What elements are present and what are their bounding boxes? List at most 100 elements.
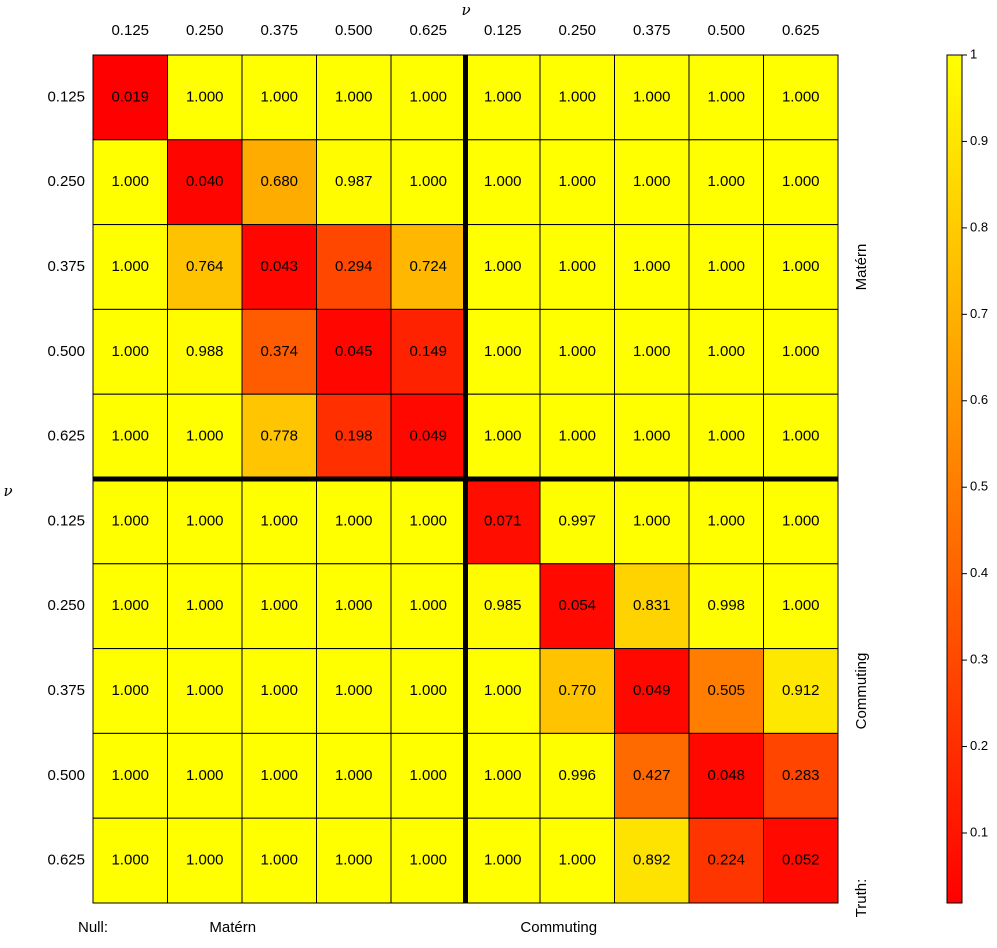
x-tick-label: 0.375 (633, 22, 671, 39)
colorbar-tick-label: 0.9 (970, 133, 988, 148)
heat-cell (465, 393, 541, 480)
heat-cell (688, 308, 764, 395)
heat-cell (614, 732, 690, 819)
x-tick-label: 0.125 (111, 22, 149, 39)
y-tick-label: 0.375 (47, 682, 85, 699)
heat-cell (688, 817, 764, 904)
cell-label: 1.000 (111, 852, 149, 869)
cell-label: 1.000 (260, 512, 298, 529)
heat-cell (465, 308, 541, 395)
heat-cell (614, 817, 690, 904)
colorbar-tick-label: 0.8 (970, 219, 988, 234)
col-group-name: Commuting (520, 919, 597, 936)
colorbar-tick-label: 0.2 (970, 738, 988, 753)
y-tick-label: 0.375 (47, 258, 85, 275)
heat-cell (167, 732, 243, 819)
cell-label: 1.000 (111, 343, 149, 360)
cell-label: 1.000 (260, 597, 298, 614)
col-group-label: Null: (78, 919, 108, 936)
cell-label: 0.988 (186, 343, 224, 360)
cell-label: 1.000 (186, 512, 224, 529)
heat-cell (763, 563, 839, 650)
cell-label: 0.892 (633, 852, 671, 869)
cell-label: 0.040 (186, 173, 224, 190)
cell-label: 1.000 (707, 512, 745, 529)
cell-label: 1.000 (260, 767, 298, 784)
heat-cell (316, 817, 392, 904)
cell-label: 1.000 (707, 173, 745, 190)
heat-cell (763, 817, 839, 904)
heat-cell (539, 393, 615, 480)
cell-label: 1.000 (335, 767, 373, 784)
heat-cell (465, 817, 541, 904)
cell-label: 1.000 (707, 343, 745, 360)
cell-label: 0.071 (484, 512, 522, 529)
cell-label: 1.000 (484, 343, 522, 360)
colorbar-tick-label: 0.3 (970, 652, 988, 667)
cell-label: 1.000 (484, 852, 522, 869)
x-tick-label: 0.250 (558, 22, 596, 39)
cell-label: 1.000 (633, 88, 671, 105)
heat-cell (167, 54, 243, 141)
cell-label: 1.000 (111, 767, 149, 784)
x-tick-label: 0.500 (707, 22, 745, 39)
cell-label: 1.000 (558, 343, 596, 360)
heat-cell (92, 54, 168, 141)
y-tick-label: 0.250 (47, 597, 85, 614)
cell-label: 0.049 (633, 682, 671, 699)
heat-cell (688, 224, 764, 310)
cell-label: 0.052 (782, 852, 820, 869)
cell-label: 1.000 (484, 258, 522, 275)
cell-label: 0.045 (335, 343, 373, 360)
colorbar-tick-label: 0.1 (970, 824, 988, 839)
cell-label: 1.000 (111, 173, 149, 190)
heat-cell (465, 54, 541, 141)
y-tick-label: 0.500 (47, 343, 85, 360)
heat-cell (390, 648, 466, 734)
cell-label: 0.198 (335, 428, 373, 445)
cell-label: 0.770 (558, 682, 596, 699)
heat-cell (316, 478, 392, 565)
cell-label: 1.000 (707, 428, 745, 445)
x-tick-label: 0.625 (782, 22, 820, 39)
cell-label: 1.000 (409, 767, 447, 784)
cell-label: 1.000 (111, 682, 149, 699)
cell-label: 0.912 (782, 682, 820, 699)
y-tick-label: 0.125 (47, 512, 85, 529)
colorbar-tick-label: 0.5 (970, 479, 988, 494)
heat-cell (763, 393, 839, 480)
heat-cell (688, 478, 764, 565)
cell-label: 1.000 (707, 88, 745, 105)
heat-cell (241, 393, 317, 480)
heat-cell (92, 563, 168, 650)
heat-cell (316, 648, 392, 734)
heat-cell (241, 224, 317, 310)
cell-label: 0.054 (558, 597, 596, 614)
heat-cell (390, 308, 466, 395)
cell-label: 1.000 (633, 428, 671, 445)
cell-label: 1.000 (260, 88, 298, 105)
heat-cell (688, 139, 764, 226)
cell-label: 1.000 (409, 682, 447, 699)
cell-label: 1.000 (409, 88, 447, 105)
heat-cell (763, 308, 839, 395)
heat-cell (167, 648, 243, 734)
cell-label: 1.000 (409, 852, 447, 869)
cell-label: 1.000 (484, 428, 522, 445)
heat-cell (92, 224, 168, 310)
cell-label: 1.000 (186, 852, 224, 869)
heat-cell (614, 54, 690, 141)
cell-label: 0.048 (707, 767, 745, 784)
cell-label: 1.000 (558, 88, 596, 105)
heat-cell (688, 732, 764, 819)
x-tick-label: 0.125 (484, 22, 522, 39)
heat-cell (688, 563, 764, 650)
heat-cell (92, 817, 168, 904)
plot-frame (92, 54, 839, 904)
heat-cell (614, 393, 690, 480)
cell-label: 1.000 (409, 173, 447, 190)
cell-label: 0.831 (633, 597, 671, 614)
heat-cell (316, 139, 392, 226)
heat-cell (539, 308, 615, 395)
colorbar (946, 54, 963, 904)
